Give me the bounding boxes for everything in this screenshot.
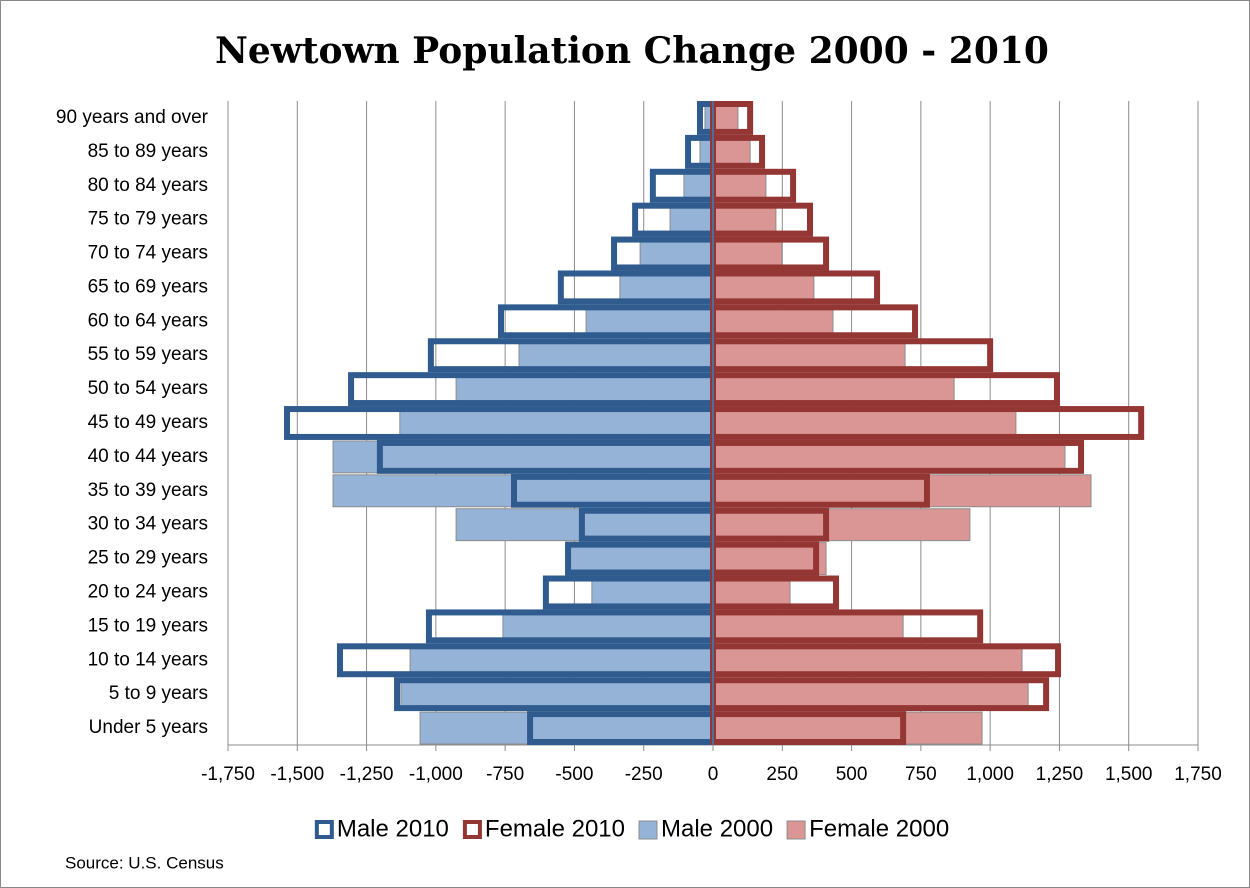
- y-tick-label: Under 5 years: [89, 717, 208, 738]
- chart-title: Newtown Population Change 2000 - 2010: [215, 30, 1049, 72]
- bar: [332, 474, 714, 508]
- x-tick-label: 500: [836, 764, 868, 785]
- x-tick-label: -250: [625, 764, 663, 785]
- y-tick-label: 70 to 74 years: [88, 243, 208, 264]
- x-tick-label: -750: [486, 764, 524, 785]
- y-tick-label: 35 to 39 years: [88, 480, 208, 501]
- y-tick-label: 5 to 9 years: [109, 683, 208, 704]
- y-tick-label: 15 to 19 years: [88, 615, 208, 636]
- x-tick-label: 0: [708, 764, 719, 785]
- x-tick-label: -500: [555, 764, 593, 785]
- y-tick-label: 55 to 59 years: [88, 344, 208, 365]
- y-tick-label: 45 to 49 years: [88, 412, 208, 433]
- y-tick-label: 90 years and over: [56, 107, 209, 128]
- bar: [712, 677, 1029, 711]
- bar: [712, 508, 971, 542]
- y-tick-label: 20 to 24 years: [88, 581, 208, 602]
- bar: [712, 135, 751, 169]
- bar: [455, 372, 714, 406]
- bar: [639, 237, 714, 270]
- y-tick-label: 75 to 79 years: [88, 209, 208, 230]
- source-note: Source: U.S. Census: [65, 853, 224, 872]
- y-tick-label: 60 to 64 years: [88, 310, 208, 331]
- bar: [518, 338, 714, 372]
- x-tick-label: 250: [766, 764, 798, 785]
- legend-label: Male 2010: [337, 815, 449, 842]
- bar: [712, 169, 767, 203]
- y-tick-label: 50 to 54 years: [88, 378, 208, 399]
- bar: [712, 609, 904, 643]
- x-tick-label: -1,500: [270, 764, 324, 785]
- legend-swatch: [638, 820, 658, 840]
- legend-swatch: [314, 820, 334, 839]
- y-tick-label: 65 to 69 years: [88, 276, 208, 297]
- x-tick-label: 1,500: [1105, 764, 1153, 785]
- bar: [619, 270, 714, 304]
- y-tick-label: 85 to 89 years: [88, 141, 208, 162]
- y-tick-label: 30 to 34 years: [88, 514, 208, 535]
- x-tick-label: 750: [905, 764, 937, 785]
- bar: [585, 304, 714, 338]
- x-tick-label: 1,750: [1174, 764, 1222, 785]
- bar: [712, 203, 777, 237]
- legend: Male 2010 Female 2010 Male 2000 Female 2000: [314, 815, 949, 842]
- y-tick-label: 80 to 84 years: [88, 175, 208, 196]
- bar: [332, 440, 714, 474]
- x-tick-label: -1,000: [409, 764, 463, 785]
- bar: [712, 643, 1023, 677]
- x-tick-label: -1,750: [201, 764, 255, 785]
- y-tick-label: 10 to 14 years: [88, 649, 208, 670]
- bar: [712, 440, 1066, 474]
- bar: [712, 711, 983, 745]
- bar: [712, 304, 834, 338]
- bar: [399, 406, 714, 440]
- bar: [712, 576, 791, 609]
- legend-label: Female 2000: [809, 815, 949, 842]
- y-tick-label: 25 to 29 years: [88, 548, 208, 569]
- legend-swatch: [786, 820, 806, 840]
- legend-swatch: [462, 820, 482, 839]
- x-tick-label: 1,250: [1036, 764, 1084, 785]
- x-tick-label: 1,000: [966, 764, 1014, 785]
- legend-label: Male 2000: [661, 815, 773, 842]
- legend-label: Female 2010: [485, 815, 625, 842]
- x-tick-label: -1,250: [340, 764, 394, 785]
- y-tick-label: 40 to 44 years: [88, 446, 208, 467]
- bar: [400, 677, 714, 711]
